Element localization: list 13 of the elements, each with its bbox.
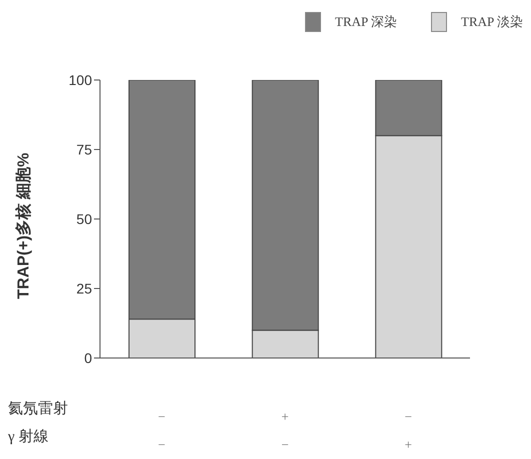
text: 氦氖雷射 (8, 400, 68, 418)
legend-label: TRAP 淡染 (461, 13, 523, 31)
y-tick-label: 25 (76, 280, 92, 296)
x-tick-label: − + (404, 409, 412, 452)
y-tick-label: 75 (76, 141, 92, 158)
y-tick-label: 100 (68, 72, 92, 88)
y-tick-label: 0 (84, 350, 92, 366)
y-axis-title: TRAP(+)多核 細胞% (14, 152, 33, 299)
text: γ 射線 (8, 428, 48, 446)
x-tick-label: − − (158, 409, 166, 452)
legend-label: TRAP 深染 (335, 13, 397, 31)
x-tick-label: + − (281, 409, 289, 452)
y-tick-label: 50 (76, 210, 92, 227)
